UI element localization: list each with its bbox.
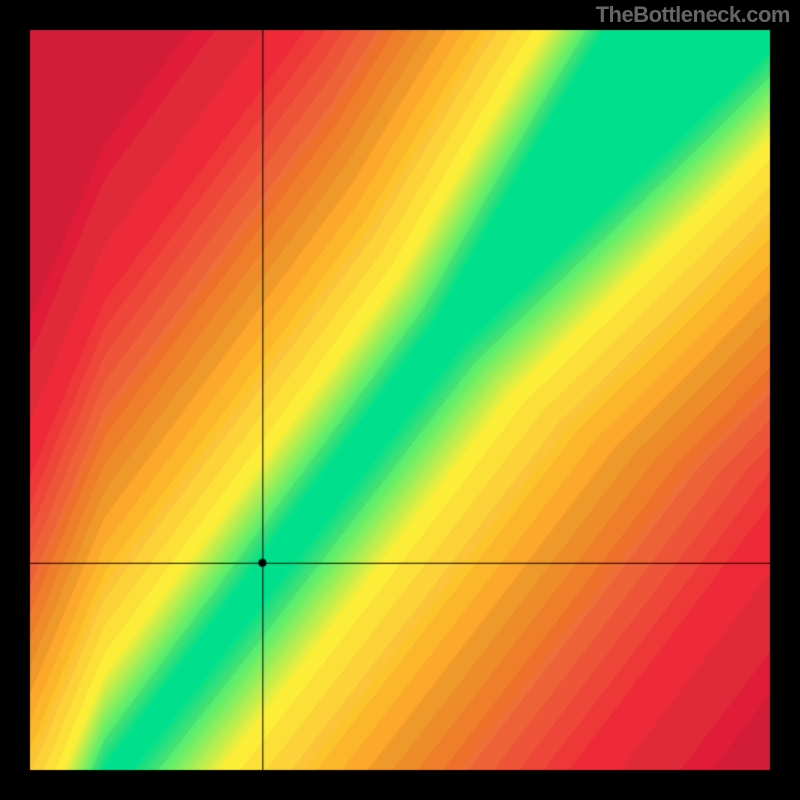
bottleneck-heatmap: [0, 0, 800, 800]
chart-container: TheBottleneck.com: [0, 0, 800, 800]
attribution-label: TheBottleneck.com: [596, 2, 790, 28]
